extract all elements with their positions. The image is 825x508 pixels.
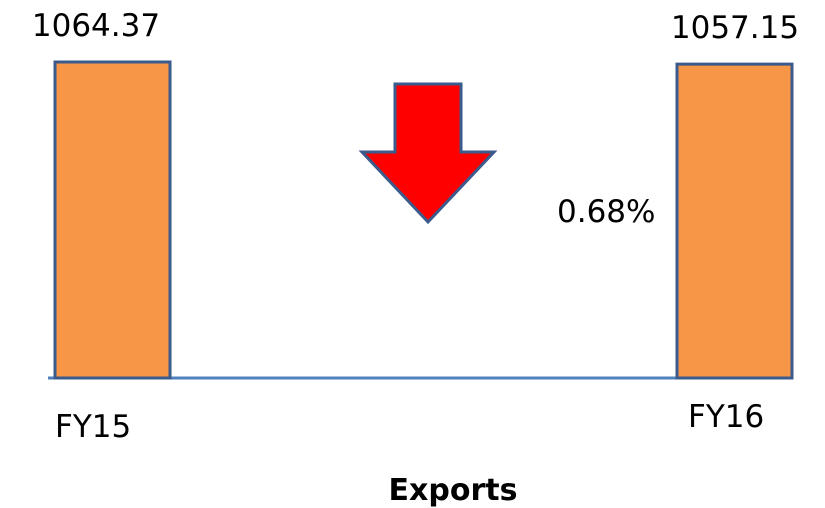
- category-label-fy15: FY15: [55, 409, 131, 445]
- value-label-fy15: 1064.37: [32, 8, 160, 44]
- down-arrow-icon: [358, 82, 498, 225]
- category-label-fy16: FY16: [688, 399, 764, 435]
- bar-fy16: [675, 62, 794, 380]
- value-label-fy16: 1057.15: [671, 10, 799, 46]
- change-percent-label: 0.68%: [557, 194, 655, 230]
- x-axis-label: Exports: [389, 473, 518, 508]
- bar-fy15: [53, 60, 172, 380]
